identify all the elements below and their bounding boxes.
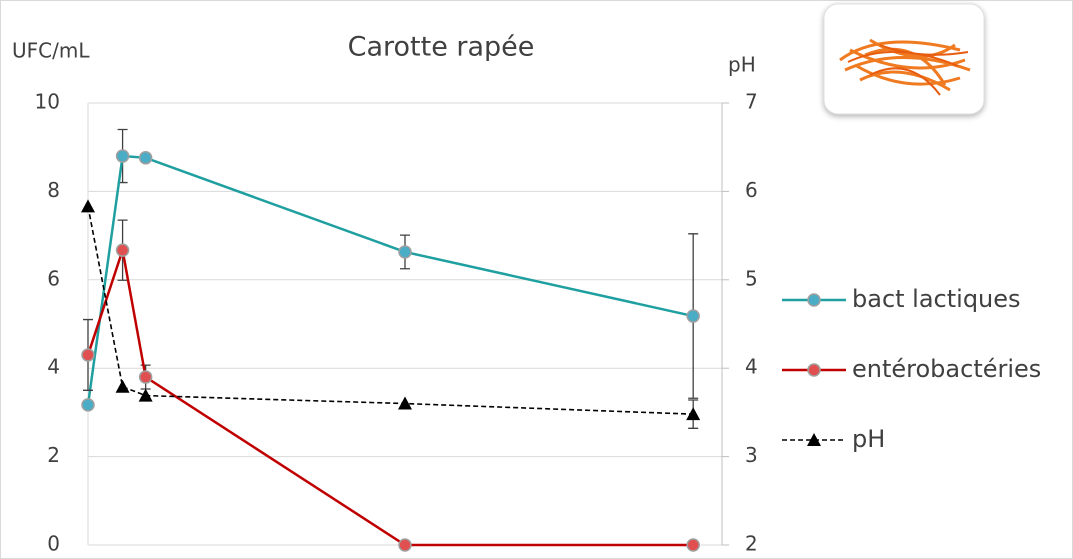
y2-axis-label: pH bbox=[728, 53, 756, 77]
point bbox=[398, 245, 412, 259]
point bbox=[686, 538, 700, 552]
legend-label: entérobactéries bbox=[852, 355, 1041, 383]
series bbox=[81, 219, 700, 552]
point bbox=[115, 149, 130, 163]
point bbox=[686, 407, 701, 421]
y-tick-label: 2 bbox=[47, 443, 60, 467]
point bbox=[115, 379, 130, 393]
legend-marker bbox=[807, 293, 821, 307]
carrot-image bbox=[823, 3, 985, 115]
chart-title: Carotte rapée bbox=[348, 32, 535, 63]
point bbox=[81, 348, 95, 362]
legend-label: bact lactiques bbox=[852, 285, 1021, 313]
point bbox=[81, 398, 95, 412]
point bbox=[138, 388, 153, 402]
point bbox=[115, 243, 130, 257]
y-tick-label: 6 bbox=[47, 266, 60, 290]
point bbox=[81, 199, 95, 213]
legend-marker bbox=[807, 363, 821, 377]
point bbox=[398, 538, 412, 552]
series bbox=[81, 199, 701, 429]
point bbox=[138, 370, 153, 384]
series bbox=[81, 128, 700, 412]
y-tick-label: 0 bbox=[47, 532, 60, 556]
point bbox=[398, 396, 412, 410]
y2-tick-label: 7 bbox=[745, 90, 758, 114]
y-tick-label: 4 bbox=[47, 355, 60, 379]
y2-tick-label: 4 bbox=[745, 355, 758, 379]
y-tick-label: 8 bbox=[47, 178, 60, 202]
point bbox=[138, 151, 153, 165]
point bbox=[686, 309, 700, 323]
y2-tick-label: 3 bbox=[745, 443, 758, 467]
legend-marker bbox=[807, 433, 821, 446]
y-tick-label: 10 bbox=[35, 90, 60, 114]
y2-tick-label: 6 bbox=[745, 178, 758, 202]
y-axis-label: UFC/mL bbox=[12, 39, 90, 63]
legend-label: pH bbox=[852, 425, 885, 453]
y2-tick-label: 2 bbox=[745, 532, 758, 556]
y2-tick-label: 5 bbox=[745, 266, 758, 290]
